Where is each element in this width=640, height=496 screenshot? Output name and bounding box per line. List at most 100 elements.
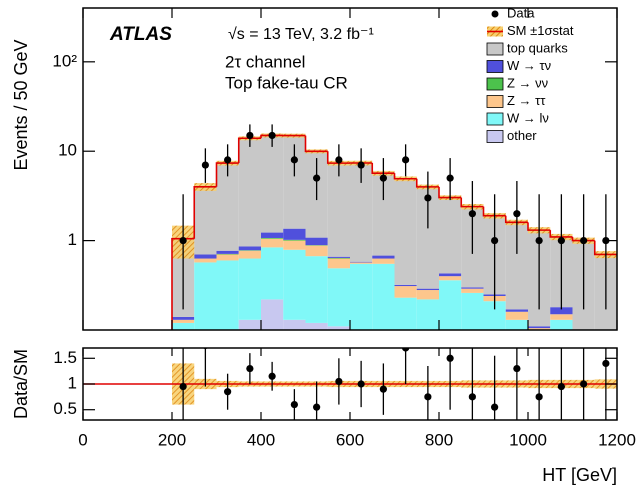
stack-bar — [528, 326, 551, 329]
stack-bar — [528, 328, 551, 330]
x-tick-label: 1200 — [598, 430, 636, 449]
stack-bar — [327, 163, 350, 257]
stack-bar — [283, 319, 306, 330]
sm-total-line — [571, 236, 595, 242]
sm-total-line — [593, 240, 617, 256]
sm-total-line — [549, 230, 573, 238]
stack-bar — [238, 250, 261, 251]
energy-label: √s = 13 TeV, 3.2 fb⁻¹ — [228, 26, 374, 43]
ratio-point — [580, 380, 588, 388]
stack-bar — [461, 292, 484, 330]
stack-bar — [416, 288, 439, 291]
stack-bar — [439, 276, 462, 281]
stack-bar — [305, 237, 328, 246]
ratio-point — [602, 359, 610, 368]
data-point — [335, 156, 343, 164]
legend-label: Data — [507, 5, 535, 20]
legend-swatch — [486, 77, 504, 91]
stack-bar — [283, 240, 306, 250]
ratio-point — [513, 364, 521, 373]
stack-bar — [327, 326, 350, 330]
legend-label: SM ±1σstat — [507, 23, 574, 38]
ratio-point — [290, 400, 298, 409]
stack-bar — [238, 258, 261, 320]
sm-total-line — [171, 237, 195, 330]
sm-total-line — [504, 215, 528, 224]
main-plot-area — [171, 124, 617, 330]
stack-bar — [394, 178, 417, 285]
sm-total-line — [371, 163, 395, 174]
sm-total-line — [393, 173, 417, 180]
legend-label: Z → νν — [507, 75, 548, 90]
stack-bar — [550, 319, 573, 330]
ratio-point — [491, 403, 499, 411]
legend-label: W → τν — [507, 58, 551, 73]
stack-bar — [327, 256, 350, 258]
data-point — [201, 161, 209, 169]
stack-bar — [216, 250, 239, 254]
data-point — [491, 237, 499, 245]
stack-bar — [327, 258, 350, 269]
stack-bar — [172, 316, 195, 320]
x-tick-label: 800 — [425, 430, 453, 449]
legend-label: other — [507, 128, 537, 143]
stack-bar — [394, 286, 417, 298]
stack-bar — [394, 297, 417, 330]
stack-bar — [216, 260, 239, 330]
x-tick-label: 200 — [158, 430, 186, 449]
ratio-point — [313, 403, 321, 411]
legend-swatch — [486, 60, 504, 73]
sm-total-line — [260, 134, 284, 139]
stack-bar — [194, 258, 217, 263]
stack-bar — [194, 186, 217, 255]
stack-bar — [261, 238, 284, 248]
data-point — [246, 131, 254, 140]
atlas-label: ATLAS — [109, 24, 172, 45]
stack-bar — [238, 138, 261, 247]
stack-bar — [372, 173, 395, 256]
stack-bar — [216, 163, 239, 251]
ratio-point — [246, 364, 254, 373]
sm-total-line — [326, 151, 350, 164]
stack-bar — [305, 322, 328, 330]
sm-total-line — [215, 162, 239, 187]
sm-total-line — [460, 197, 484, 208]
ratio-point — [268, 372, 276, 380]
ratio-point — [379, 385, 387, 393]
ratio-point — [402, 348, 410, 352]
stack-bar — [416, 299, 439, 330]
x-tick-label: 600 — [336, 430, 364, 449]
stack-bar — [505, 319, 528, 330]
stack-bar — [261, 237, 284, 239]
data-point — [513, 210, 521, 218]
stack-bar — [416, 186, 439, 289]
data-point — [379, 174, 387, 182]
stack-bar — [238, 250, 261, 259]
stack-bar — [550, 314, 573, 320]
stack-bar — [238, 246, 261, 251]
stack-bar — [416, 290, 439, 300]
data-point — [224, 156, 232, 164]
stack-bar — [194, 262, 217, 330]
sm-total-line — [527, 222, 551, 231]
ratio-point — [535, 393, 543, 401]
y-tick-label: 1 — [68, 230, 77, 249]
ratio-point — [179, 382, 187, 391]
ratio-point — [357, 380, 365, 388]
region-label: Top fake-tau CR — [225, 73, 348, 92]
stack-bar — [483, 301, 506, 330]
stack-bar — [550, 307, 573, 315]
legend-swatch — [491, 10, 499, 18]
legend-swatch — [486, 95, 504, 108]
legend-swatch — [486, 130, 504, 143]
stack-bar — [216, 253, 239, 255]
stack-bar — [439, 280, 462, 330]
ratio-point — [224, 388, 232, 396]
stack-bar — [505, 222, 528, 310]
data-point — [268, 131, 276, 140]
stack-bar — [283, 239, 306, 241]
sm-total-line — [304, 135, 328, 153]
stack-bar — [172, 319, 195, 323]
data-point — [535, 237, 543, 245]
